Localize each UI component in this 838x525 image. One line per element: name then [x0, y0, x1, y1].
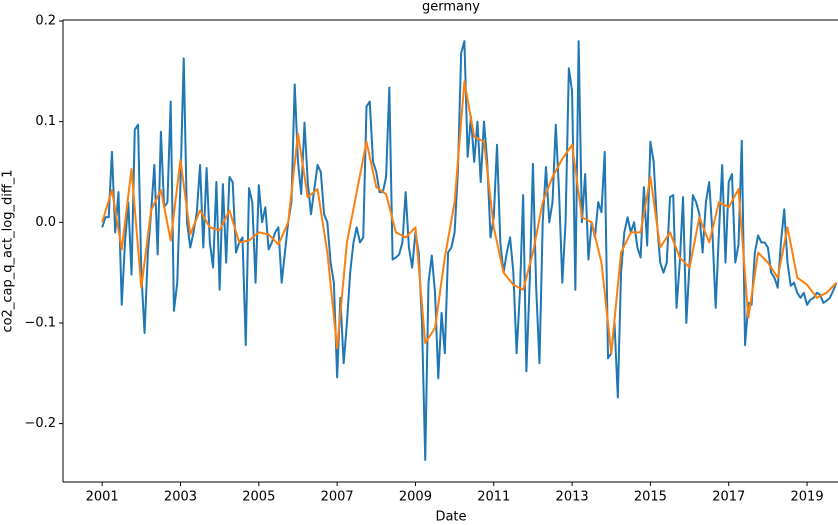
x-tick-label: 2013	[556, 490, 589, 505]
y-tick-label: 0.1	[35, 114, 56, 129]
y-tick-label: −0.2	[24, 416, 56, 431]
y-tick-label: 0.0	[35, 215, 56, 230]
series-line	[101, 80, 838, 355]
chart-title: germany	[422, 0, 480, 15]
series-line	[101, 40, 838, 461]
x-tick-label: 2009	[399, 490, 432, 505]
x-tick-label: 2005	[242, 490, 275, 505]
y-axis-label: co2_cap_q_act_log_diff_1	[1, 169, 16, 332]
x-tick-label: 2007	[321, 490, 354, 505]
x-tick-label: 2017	[712, 490, 745, 505]
x-tick-label: 2003	[164, 490, 197, 505]
x-tick-label: 2019	[791, 490, 824, 505]
x-tick-label: 2001	[86, 490, 119, 505]
y-tick-label: −0.1	[24, 315, 56, 330]
plot-lines	[101, 40, 838, 461]
y-tick-label: 0.2	[35, 14, 56, 29]
x-tick-label: 2015	[634, 490, 667, 505]
x-axis-label: Date	[435, 510, 466, 525]
x-tick-label: 2011	[477, 490, 510, 505]
